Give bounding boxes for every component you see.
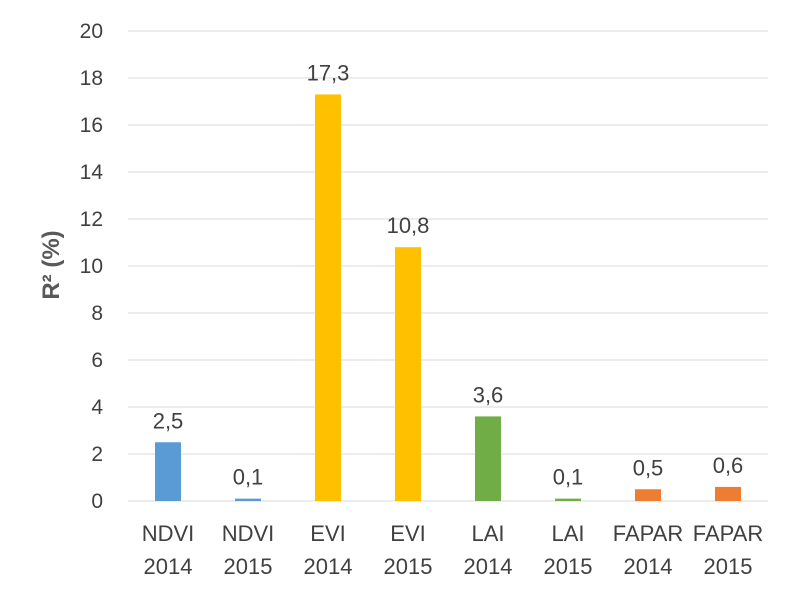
data-label: 0,5 [633, 455, 664, 480]
x-category-label: 2014 [304, 554, 353, 579]
y-axis-ticks: 0 2 4 6 8 10 12 14 16 18 20 [80, 20, 104, 513]
bars [155, 94, 741, 501]
y-tick-label: 6 [91, 349, 103, 372]
bar [715, 486, 741, 501]
x-category-label: EVI [390, 521, 425, 546]
y-tick-label: 10 [80, 255, 103, 278]
data-label: 2,5 [153, 408, 184, 433]
bar [475, 416, 501, 501]
data-label: 0,1 [553, 465, 584, 490]
data-label: 0,1 [233, 465, 264, 490]
x-category-label: 2014 [144, 554, 193, 579]
bar [315, 94, 341, 501]
y-tick-label: 0 [91, 490, 103, 513]
x-category-label: 2014 [464, 554, 513, 579]
y-tick-label: 4 [91, 396, 103, 419]
data-label: 3,6 [473, 382, 504, 407]
y-tick-label: 16 [80, 114, 103, 137]
x-category-label: LAI [471, 521, 504, 546]
data-label: 10,8 [387, 213, 430, 238]
gridlines [128, 30, 768, 502]
y-tick-label: 14 [80, 161, 104, 184]
x-category-label: FAPAR [693, 521, 764, 546]
data-label: 0,6 [713, 453, 744, 478]
x-category-label: LAI [551, 521, 584, 546]
y-axis-title: R² (%) [38, 230, 65, 299]
x-category-label: FAPAR [613, 521, 684, 546]
bar [235, 498, 261, 501]
x-category-label: 2014 [624, 554, 673, 579]
y-tick-label: 2 [91, 443, 103, 466]
x-category-label: NDVI [142, 521, 195, 546]
bar [635, 489, 661, 501]
bar [555, 498, 581, 501]
data-labels: 2,5 0,1 17,3 10,8 3,6 0,1 0,5 0,6 [153, 60, 744, 489]
x-category-label: 2015 [224, 554, 273, 579]
data-label: 17,3 [307, 60, 350, 85]
x-category-label: 2015 [544, 554, 593, 579]
x-category-label: 2015 [384, 554, 433, 579]
y-tick-label: 12 [80, 208, 103, 231]
bar [395, 247, 421, 501]
bar [155, 442, 181, 501]
x-category-label: 2015 [704, 554, 753, 579]
y-tick-label: 20 [80, 20, 103, 43]
x-category-label: NDVI [222, 521, 275, 546]
y-tick-label: 18 [80, 67, 103, 90]
x-axis-categories: NDVI 2014 NDVI 2015 EVI 2014 EVI 2015 LAI 2014 LAI… [142, 521, 764, 579]
y-tick-label: 8 [91, 302, 103, 325]
x-category-label: EVI [310, 521, 345, 546]
